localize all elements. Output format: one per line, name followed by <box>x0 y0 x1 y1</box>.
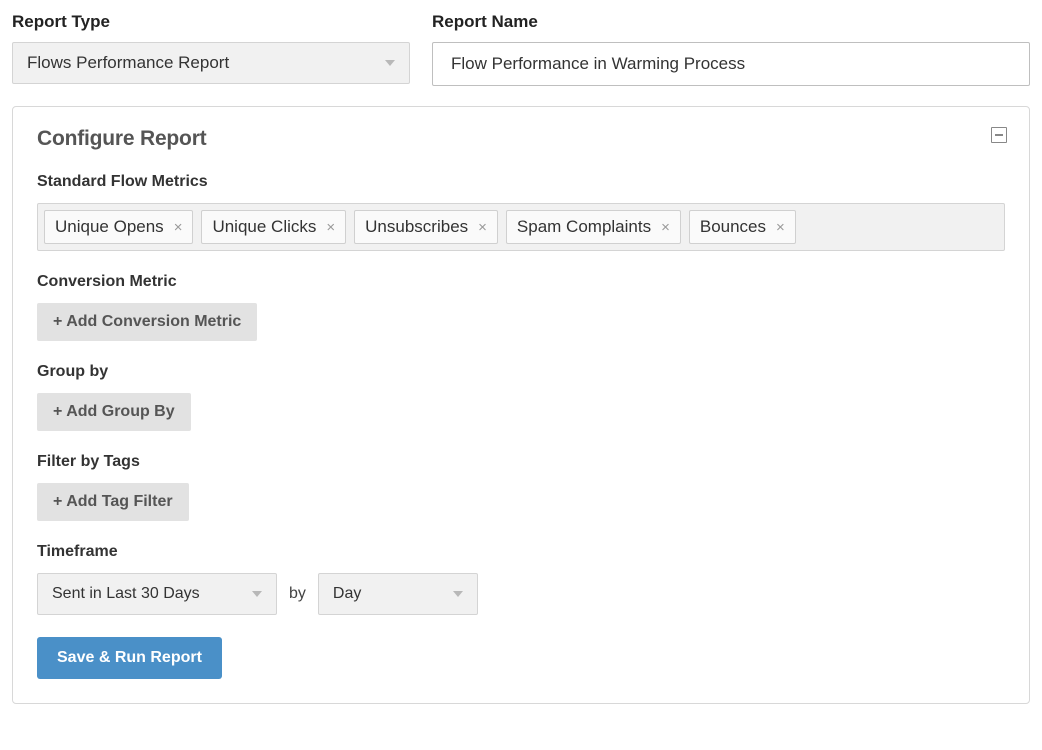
configure-report-panel: Configure Report Standard Flow Metrics U… <box>12 106 1030 704</box>
remove-tag-icon[interactable]: × <box>661 220 670 235</box>
caret-down-icon <box>453 591 463 597</box>
metric-tag[interactable]: Spam Complaints × <box>506 210 681 244</box>
filter-by-tags-label: Filter by Tags <box>37 453 1005 471</box>
metric-tag[interactable]: Unique Opens × <box>44 210 193 244</box>
report-type-value: Flows Performance Report <box>27 53 229 73</box>
group-by-label: Group by <box>37 363 1005 381</box>
report-type-select[interactable]: Flows Performance Report <box>12 42 410 84</box>
standard-flow-metrics-label: Standard Flow Metrics <box>37 173 1005 191</box>
timeframe-range-value: Sent in Last 30 Days <box>52 585 200 603</box>
report-type-label: Report Type <box>12 12 410 32</box>
timeframe-range-select[interactable]: Sent in Last 30 Days <box>37 573 277 615</box>
metric-tag-label: Unsubscribes <box>365 217 468 237</box>
metric-tag-label: Bounces <box>700 217 766 237</box>
timeframe-granularity-value: Day <box>333 585 361 603</box>
metrics-tag-container[interactable]: Unique Opens × Unique Clicks × Unsubscri… <box>37 203 1005 251</box>
add-conversion-metric-button[interactable]: + Add Conversion Metric <box>37 303 257 341</box>
configure-report-title: Configure Report <box>37 127 1005 151</box>
by-text: by <box>289 585 306 603</box>
remove-tag-icon[interactable]: × <box>326 220 335 235</box>
caret-down-icon <box>385 60 395 66</box>
remove-tag-icon[interactable]: × <box>478 220 487 235</box>
report-name-input[interactable] <box>432 42 1030 86</box>
remove-tag-icon[interactable]: × <box>174 220 183 235</box>
collapse-panel-icon[interactable] <box>991 127 1007 143</box>
metric-tag-label: Spam Complaints <box>517 217 651 237</box>
metric-tag-label: Unique Opens <box>55 217 164 237</box>
timeframe-label: Timeframe <box>37 543 1005 561</box>
metric-tag-label: Unique Clicks <box>212 217 316 237</box>
metric-tag[interactable]: Bounces × <box>689 210 796 244</box>
add-group-by-button[interactable]: + Add Group By <box>37 393 191 431</box>
save-run-report-button[interactable]: Save & Run Report <box>37 637 222 679</box>
add-tag-filter-button[interactable]: + Add Tag Filter <box>37 483 189 521</box>
timeframe-granularity-select[interactable]: Day <box>318 573 478 615</box>
report-name-label: Report Name <box>432 12 1030 32</box>
conversion-metric-label: Conversion Metric <box>37 273 1005 291</box>
remove-tag-icon[interactable]: × <box>776 220 785 235</box>
metric-tag[interactable]: Unique Clicks × <box>201 210 346 244</box>
caret-down-icon <box>252 591 262 597</box>
metric-tag[interactable]: Unsubscribes × <box>354 210 498 244</box>
